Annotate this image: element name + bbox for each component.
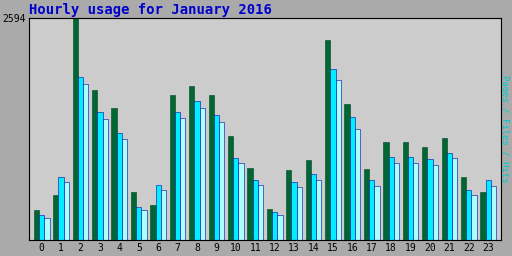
Bar [491,186,496,240]
Bar [189,86,195,240]
Bar [53,195,58,240]
Bar [466,190,472,240]
Bar [311,174,316,240]
Bar [472,195,477,240]
Bar [180,118,185,240]
Bar [291,182,297,240]
Bar [34,210,39,240]
Bar [233,158,239,240]
Bar [278,215,283,240]
Bar [383,142,389,240]
Bar [136,207,141,240]
Bar [214,115,219,240]
Bar [200,108,205,240]
Bar [97,112,102,240]
Bar [286,170,291,240]
Bar [267,209,272,240]
Bar [325,40,330,240]
Bar [389,157,394,240]
Bar [408,157,413,240]
Bar [58,177,63,240]
Bar [141,210,146,240]
Bar [447,153,452,240]
Bar [394,163,399,240]
Bar [355,129,360,240]
Bar [461,177,466,240]
Bar [208,95,214,240]
Bar [102,119,108,240]
Bar [151,205,156,240]
Bar [306,160,311,240]
Bar [350,117,355,240]
Bar [45,218,50,240]
Bar [175,112,180,240]
Bar [195,101,200,240]
Bar [252,180,258,240]
Bar [258,185,263,240]
Bar [122,139,127,240]
Bar [486,180,491,240]
Y-axis label: Pages / Files / Hits: Pages / Files / Hits [500,76,509,183]
Bar [413,163,418,240]
Bar [403,142,408,240]
Bar [428,159,433,240]
Bar [39,215,45,240]
Bar [345,104,350,240]
Bar [272,212,278,240]
Text: Hourly usage for January 2016: Hourly usage for January 2016 [29,3,272,17]
Bar [364,169,369,240]
Bar [73,18,78,240]
Bar [83,84,89,240]
Bar [112,108,117,240]
Bar [297,187,302,240]
Bar [452,158,457,240]
Bar [330,69,335,240]
Bar [369,180,374,240]
Bar [247,168,252,240]
Bar [374,186,379,240]
Bar [239,163,244,240]
Bar [480,191,486,240]
Bar [131,191,136,240]
Bar [316,179,322,240]
Bar [219,122,224,240]
Bar [156,185,161,240]
Bar [335,80,341,240]
Bar [63,182,69,240]
Bar [92,90,97,240]
Bar [228,136,233,240]
Bar [117,133,122,240]
Bar [441,137,447,240]
Bar [422,147,428,240]
Bar [170,95,175,240]
Bar [433,165,438,240]
Bar [78,78,83,240]
Bar [161,190,166,240]
